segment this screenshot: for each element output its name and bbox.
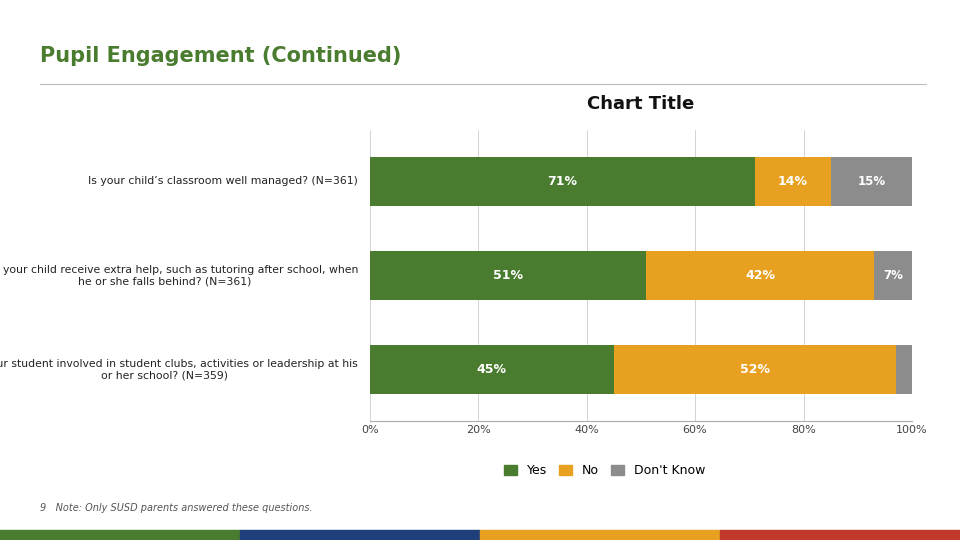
Bar (830, 157, 912, 206)
Bar (646, 251, 874, 300)
Text: Is your child’s classroom well managed? (N=361): Is your child’s classroom well managed? … (88, 177, 358, 186)
Text: Is your student involved in student clubs, activities or leadership at his
or he: Is your student involved in student club… (0, 359, 358, 380)
Bar (613, 345, 896, 394)
Bar (370, 157, 755, 206)
Text: 9   Note: Only SUSD parents answered these questions.: 9 Note: Only SUSD parents answered these… (40, 503, 313, 514)
Text: 15%: 15% (857, 175, 885, 188)
Text: 14%: 14% (778, 175, 807, 188)
Text: 7%: 7% (883, 269, 903, 282)
Text: 45%: 45% (476, 363, 507, 376)
Bar (370, 251, 646, 300)
Text: Chart Title: Chart Title (588, 96, 694, 113)
Text: 52%: 52% (740, 363, 770, 376)
Text: Does your child receive extra help, such as tutoring after school, when
he or sh: Does your child receive extra help, such… (0, 265, 358, 286)
Bar (755, 157, 830, 206)
Text: 42%: 42% (745, 269, 775, 282)
Text: 51%: 51% (492, 269, 523, 282)
Legend: Yes, No, Don't Know: Yes, No, Don't Know (499, 460, 710, 482)
Bar (370, 345, 613, 394)
Text: Pupil Engagement (Continued): Pupil Engagement (Continued) (40, 46, 401, 66)
Bar (896, 345, 912, 394)
Bar (874, 251, 912, 300)
Text: 71%: 71% (547, 175, 577, 188)
